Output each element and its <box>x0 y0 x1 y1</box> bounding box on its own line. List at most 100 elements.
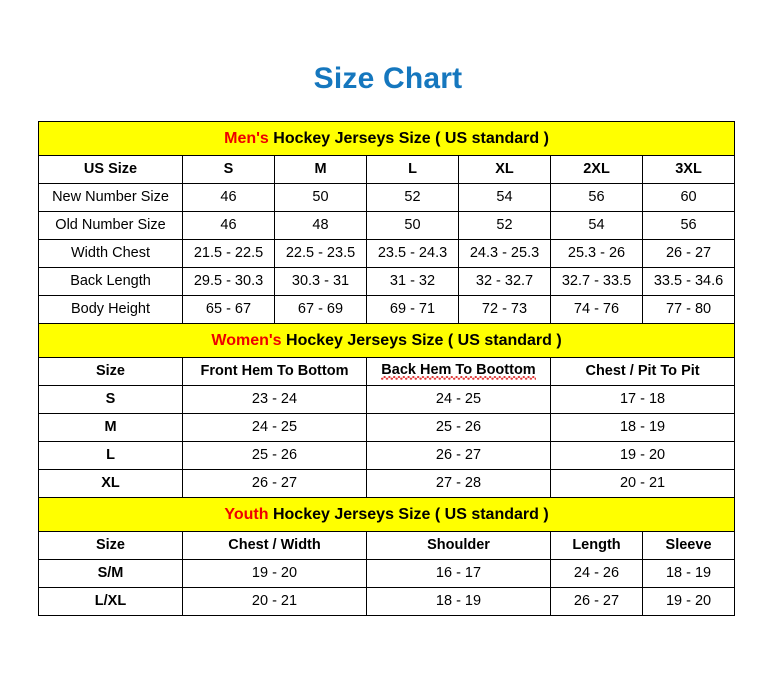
section-banner-mens: Men's Hockey Jerseys Size ( US standard … <box>37 121 736 156</box>
womens-cell: 24 - 25 <box>182 413 367 442</box>
mens-cell: 54 <box>458 183 551 212</box>
youth-column-header-row: Size Chest / Width Shoulder Length Sleev… <box>38 531 736 560</box>
womens-cell: 24 - 25 <box>366 385 551 414</box>
womens-cell: 27 - 28 <box>366 469 551 498</box>
womens-col-header-front-hem: Front Hem To Bottom <box>182 357 367 386</box>
mens-cell: 32.7 - 33.5 <box>550 267 643 296</box>
womens-cell: 20 - 21 <box>549 469 736 498</box>
mens-cell: 67 - 69 <box>274 295 367 324</box>
mens-row-label: Body Height <box>38 295 183 324</box>
youth-col-header-chest-width: Chest / Width <box>182 531 367 560</box>
youth-col-header-sleeve: Sleeve <box>641 531 736 560</box>
mens-cell: 56 <box>641 211 736 240</box>
womens-cell: 18 - 19 <box>549 413 736 442</box>
section-banner-womens: Women's Hockey Jerseys Size ( US standar… <box>37 323 736 358</box>
mens-cell: 48 <box>274 211 367 240</box>
table-row: L 25 - 26 26 - 27 19 - 20 <box>38 441 736 470</box>
mens-cell: 46 <box>182 183 275 212</box>
mens-col-header-6: 3XL <box>641 155 736 184</box>
section-banner-womens-accent: Women's <box>211 331 282 349</box>
mens-cell: 69 - 71 <box>366 295 459 324</box>
page-title: Size Chart <box>313 62 463 95</box>
womens-row-label: M <box>38 413 183 442</box>
womens-col-header-chest: Chest / Pit To Pit <box>549 357 736 386</box>
mens-cell: 56 <box>550 183 643 212</box>
womens-cell: 19 - 20 <box>549 441 736 470</box>
mens-cell: 50 <box>274 183 367 212</box>
womens-column-header-row: Size Front Hem To Bottom Back Hem To Boo… <box>38 357 736 386</box>
womens-cell: 25 - 26 <box>366 413 551 442</box>
mens-cell: 52 <box>366 183 459 212</box>
youth-cell: 24 - 26 <box>550 559 643 588</box>
womens-cell: 26 - 27 <box>182 469 367 498</box>
youth-col-header-length: Length <box>550 531 643 560</box>
mens-cell: 31 - 32 <box>366 267 459 296</box>
youth-row-label: L/XL <box>38 587 183 616</box>
youth-col-header-size: Size <box>38 531 183 560</box>
table-row: New Number Size 46 50 52 54 56 60 <box>38 183 736 212</box>
mens-cell: 72 - 73 <box>458 295 551 324</box>
mens-cell: 25.3 - 26 <box>550 239 643 268</box>
mens-col-header-0: US Size <box>38 155 183 184</box>
youth-cell: 19 - 20 <box>182 559 367 588</box>
mens-col-header-1: S <box>182 155 275 184</box>
section-banner-womens-cell: Women's Hockey Jerseys Size ( US standar… <box>37 323 736 358</box>
mens-cell: 60 <box>641 183 736 212</box>
table-row: M 24 - 25 25 - 26 18 - 19 <box>38 413 736 442</box>
table-row: XL 26 - 27 27 - 28 20 - 21 <box>38 469 736 498</box>
mens-col-header-4: XL <box>458 155 551 184</box>
mens-cell: 23.5 - 24.3 <box>366 239 459 268</box>
youth-row-label: S/M <box>38 559 183 588</box>
womens-col-header-back-hem-text: Back Hem To Boottom <box>381 362 536 379</box>
mens-cell: 30.3 - 31 <box>274 267 367 296</box>
table-row: Back Length 29.5 - 30.3 30.3 - 31 31 - 3… <box>38 267 736 296</box>
womens-row-label: XL <box>38 469 183 498</box>
mens-cell: 24.3 - 25.3 <box>458 239 551 268</box>
section-banner-womens-rest: Hockey Jerseys Size ( US standard ) <box>281 331 562 349</box>
mens-cell: 21.5 - 22.5 <box>182 239 275 268</box>
section-banner-youth-accent: Youth <box>224 505 269 523</box>
youth-cell: 16 - 17 <box>366 559 551 588</box>
womens-row-label: L <box>38 441 183 470</box>
size-chart-table: Men's Hockey Jerseys Size ( US standard … <box>37 121 736 616</box>
womens-col-header-size: Size <box>38 357 183 386</box>
youth-cell: 18 - 19 <box>641 559 736 588</box>
mens-cell: 74 - 76 <box>550 295 643 324</box>
mens-cell: 22.5 - 23.5 <box>274 239 367 268</box>
womens-cell: 17 - 18 <box>549 385 736 414</box>
mens-cell: 46 <box>182 211 275 240</box>
mens-cell: 65 - 67 <box>182 295 275 324</box>
youth-col-header-shoulder: Shoulder <box>366 531 551 560</box>
mens-col-header-2: M <box>274 155 367 184</box>
mens-cell: 77 - 80 <box>641 295 736 324</box>
section-banner-mens-cell: Men's Hockey Jerseys Size ( US standard … <box>37 121 736 156</box>
table-row: S 23 - 24 24 - 25 17 - 18 <box>38 385 736 414</box>
table-row: Body Height 65 - 67 67 - 69 69 - 71 72 -… <box>38 295 736 324</box>
youth-cell: 20 - 21 <box>182 587 367 616</box>
mens-cell: 29.5 - 30.3 <box>182 267 275 296</box>
youth-col-header-shoulder-text: Shoulder <box>427 536 490 553</box>
section-banner-mens-accent: Men's <box>224 129 269 147</box>
youth-cell: 19 - 20 <box>641 587 736 616</box>
mens-col-header-5: 2XL <box>550 155 643 184</box>
table-row: S/M 19 - 20 16 - 17 24 - 26 18 - 19 <box>38 559 736 588</box>
size-chart-table-wrap: Men's Hockey Jerseys Size ( US standard … <box>37 121 736 616</box>
mens-row-label: Old Number Size <box>38 211 183 240</box>
table-row: Width Chest 21.5 - 22.5 22.5 - 23.5 23.5… <box>38 239 736 268</box>
mens-row-label: Width Chest <box>38 239 183 268</box>
section-banner-mens-rest: Hockey Jerseys Size ( US standard ) <box>268 129 549 147</box>
youth-cell: 18 - 19 <box>366 587 551 616</box>
mens-cell: 52 <box>458 211 551 240</box>
youth-cell: 26 - 27 <box>550 587 643 616</box>
mens-cell: 54 <box>550 211 643 240</box>
mens-cell: 26 - 27 <box>641 239 736 268</box>
mens-cell: 50 <box>366 211 459 240</box>
mens-cell: 32 - 32.7 <box>458 267 551 296</box>
mens-col-header-3: L <box>366 155 459 184</box>
section-banner-youth-rest: Hockey Jerseys Size ( US standard ) <box>268 505 549 523</box>
table-row: L/XL 20 - 21 18 - 19 26 - 27 19 - 20 <box>38 587 736 616</box>
womens-row-label: S <box>38 385 183 414</box>
womens-cell: 23 - 24 <box>182 385 367 414</box>
womens-cell: 26 - 27 <box>366 441 551 470</box>
section-banner-youth-cell: Youth Hockey Jerseys Size ( US standard … <box>37 497 736 532</box>
